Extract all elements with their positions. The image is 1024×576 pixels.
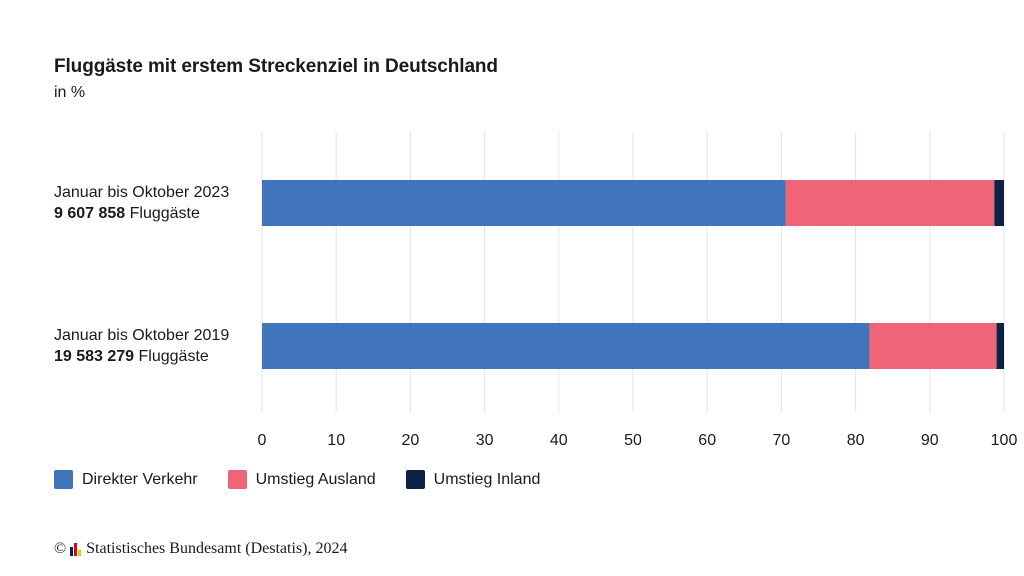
x-tick-label: 40: [550, 432, 568, 449]
bar-segment[interactable]: [785, 180, 995, 226]
legend-label: Direkter Verkehr: [82, 470, 198, 488]
category-period: Januar bis Oktober 2019: [54, 327, 230, 344]
grid-lines: [261, 132, 1005, 412]
x-tick-label: 50: [624, 432, 642, 449]
x-tick-label: 70: [773, 432, 791, 449]
category-label-2023: Januar bis Oktober 2023 9 607 858 Fluggä…: [54, 182, 229, 224]
source-text: Statistisches Bundesamt (Destatis), 2024: [86, 540, 348, 557]
bar-segment[interactable]: [262, 323, 870, 369]
x-axis-ticks: 0 10 20 30 40 50 60 70 80 90 100: [258, 432, 1018, 449]
destatis-logo-icon: [70, 542, 82, 556]
footer-source: © Statistisches Bundesamt (Destatis), 20…: [54, 540, 347, 558]
passenger-count: 9 607 858: [54, 205, 126, 222]
legend-label: Umstieg Inland: [433, 470, 541, 488]
category-label-2019: Januar bis Oktober 2019 19 583 279 Flugg…: [54, 325, 229, 367]
bars: [262, 180, 1004, 369]
passenger-count: 19 583 279: [54, 348, 135, 365]
legend-swatch: [405, 470, 425, 489]
x-tick-label: 30: [476, 432, 494, 449]
x-tick-label: 100: [991, 432, 1018, 449]
passenger-unit: Fluggäste: [134, 348, 209, 365]
x-tick-label: 80: [847, 432, 865, 449]
chart-title: Fluggäste mit erstem Streckenziel in Deu…: [54, 56, 498, 77]
x-tick-label: 20: [402, 432, 420, 449]
legend-swatch: [227, 470, 247, 489]
legend-swatch: [54, 470, 73, 489]
x-tick-label: 60: [698, 432, 716, 449]
x-tick-label: 0: [258, 432, 267, 449]
legend-label: Umstieg Ausland: [255, 470, 376, 488]
legend-item[interactable]: Umstieg Inland: [405, 470, 541, 489]
bar-segment[interactable]: [994, 180, 1004, 226]
chart-subtitle: in %: [54, 84, 86, 101]
x-tick-label: 90: [921, 432, 939, 449]
category-period: Januar bis Oktober 2023: [54, 184, 230, 201]
legend: Direkter Verkehr Umstieg Ausland Umstieg I…: [54, 470, 570, 489]
bar-segment[interactable]: [262, 180, 786, 226]
category-passengers: 19 583 279 Fluggäste: [54, 346, 229, 367]
x-tick-label: 10: [327, 432, 345, 449]
bar-segment[interactable]: [996, 323, 1004, 369]
copyright-symbol: ©: [54, 540, 67, 557]
legend-item[interactable]: Umstieg Ausland: [227, 470, 376, 489]
legend-item[interactable]: Direkter Verkehr: [54, 470, 198, 489]
passenger-unit: Fluggäste: [125, 205, 200, 222]
category-passengers: 9 607 858 Fluggäste: [54, 203, 229, 224]
bar-chart: 0 10 20 30 40 50 60 70 80 90 100: [258, 132, 1018, 449]
bar-segment[interactable]: [869, 323, 997, 369]
